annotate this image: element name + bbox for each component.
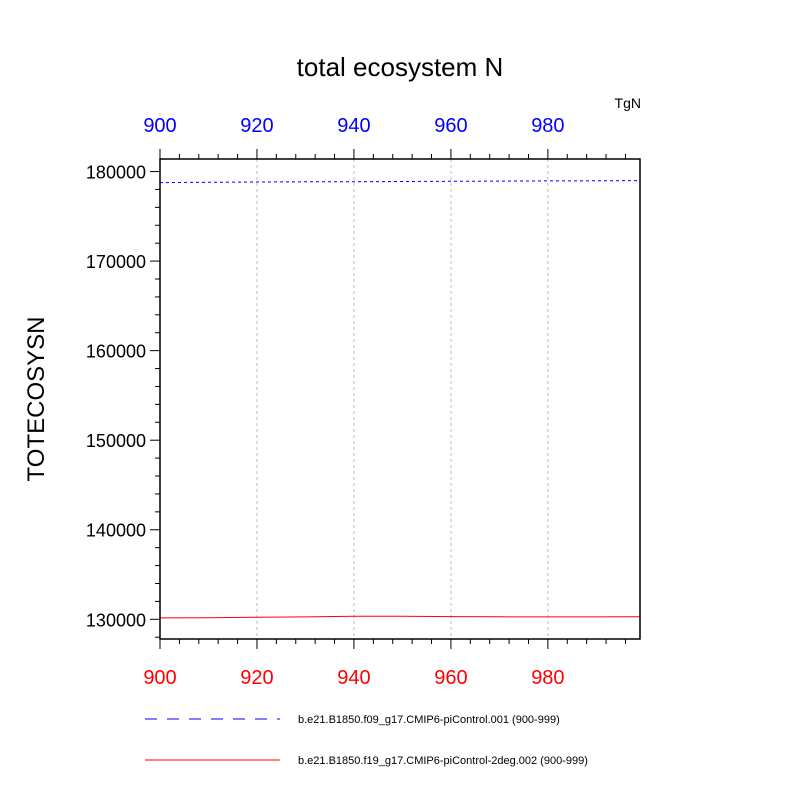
series-layer: [159, 180, 641, 619]
chart-title: total ecosystem N: [297, 52, 504, 82]
legend-label-2: b.e21.B1850.f19_g17.CMIP6-piControl-2deg…: [298, 755, 588, 767]
y-tick-label: 170000: [86, 252, 146, 272]
x-tick-label: 980: [531, 667, 564, 689]
y-tick-label: 150000: [86, 431, 146, 451]
plot-frame: [159, 158, 641, 640]
series-line-1: [159, 180, 641, 184]
top-x-tick-label: 960: [434, 115, 467, 137]
x-tick-label: 960: [434, 667, 467, 689]
top-x-tick-label: 920: [240, 115, 273, 137]
x-tick-label: 920: [240, 667, 273, 689]
series-line-2: [159, 615, 641, 619]
y-tick-label: 140000: [86, 521, 146, 541]
axes: 900 900 920 920 940 940 960 960 980 980 130000 1400…: [86, 115, 641, 689]
grid-lines: [256, 159, 549, 639]
y-tick-label: 160000: [86, 342, 146, 362]
top-x-tick-label: 980: [531, 115, 564, 137]
top-x-tick-label: 940: [337, 115, 370, 137]
y-tick-label: 180000: [86, 163, 146, 183]
y-tick-label: 130000: [86, 610, 146, 630]
x-tick-label: 940: [337, 667, 370, 689]
x-tick-label: 900: [143, 667, 176, 689]
y-axis-label: TOTECOSYSN: [23, 317, 50, 482]
legend-label-1: b.e21.B1850.f09_g17.CMIP6-piControl.001 …: [298, 714, 560, 726]
top-x-tick-label: 900: [143, 115, 176, 137]
units-label: TgN: [615, 95, 641, 111]
legend: b.e21.B1850.f09_g17.CMIP6-piControl.001 …: [145, 714, 588, 767]
